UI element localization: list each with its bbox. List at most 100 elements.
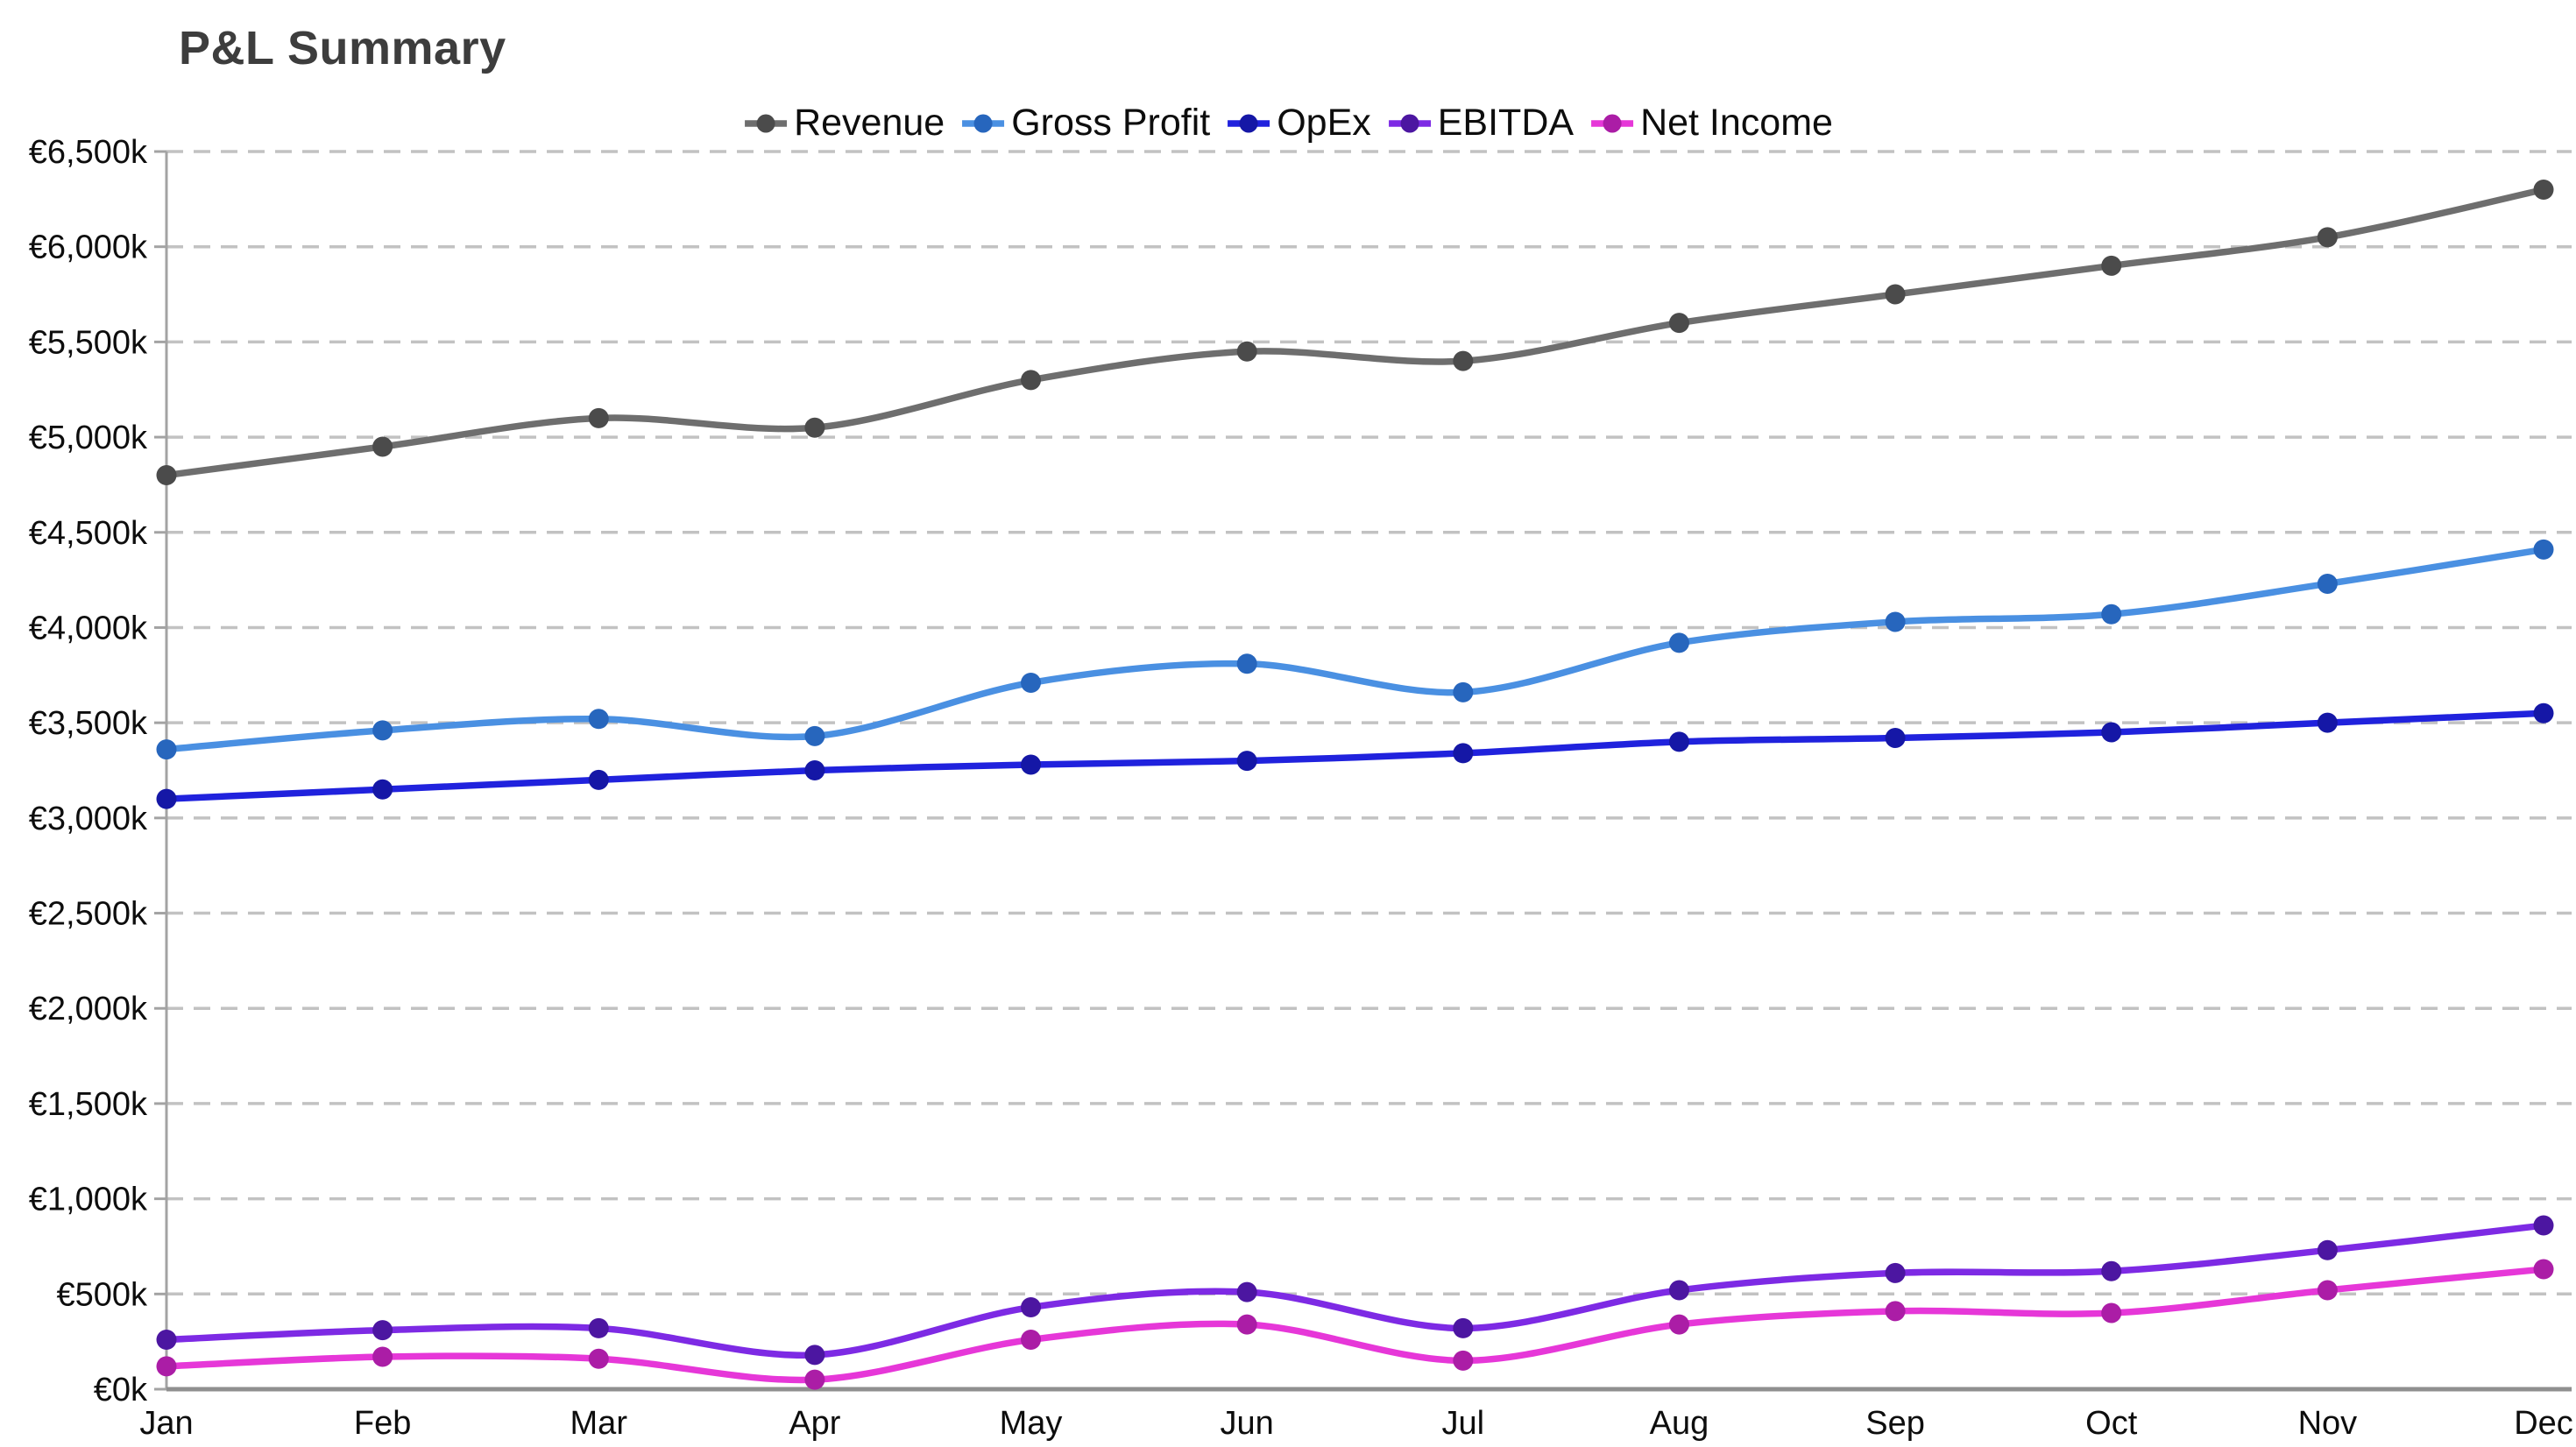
legend-marker-icon	[962, 114, 1005, 132]
data-point-net-income[interactable]	[804, 1369, 825, 1390]
data-point-net-income[interactable]	[1885, 1301, 1906, 1322]
legend-marker-icon	[745, 114, 788, 132]
y-tick-label: €3,500k	[29, 705, 148, 742]
data-point-gross-profit[interactable]	[2533, 539, 2554, 560]
legend-item-net-income[interactable]: Net Income	[1589, 102, 1833, 145]
data-point-gross-profit[interactable]	[588, 709, 609, 730]
data-point-ebitda[interactable]	[804, 1345, 825, 1366]
data-point-opex[interactable]	[804, 760, 825, 780]
x-tick-label: Mar	[570, 1405, 628, 1442]
legend-item-gross-profit[interactable]: Gross Profit	[960, 102, 1210, 145]
x-tick-label: Jan	[139, 1405, 193, 1442]
data-point-revenue[interactable]	[1021, 370, 1042, 391]
data-point-gross-profit[interactable]	[1453, 681, 1474, 702]
y-tick-label: €1,000k	[29, 1182, 148, 1218]
data-point-gross-profit[interactable]	[2101, 604, 2122, 625]
data-point-revenue[interactable]	[156, 465, 177, 486]
y-tick-label: €5,500k	[29, 324, 148, 361]
data-point-revenue[interactable]	[588, 407, 609, 428]
legend-label: OpEx	[1277, 102, 1371, 144]
data-point-ebitda[interactable]	[2101, 1260, 2122, 1281]
data-point-ebitda[interactable]	[1885, 1262, 1906, 1283]
legend-label: Net Income	[1640, 102, 1833, 144]
legend-marker-icon	[1591, 114, 1634, 132]
data-point-ebitda[interactable]	[372, 1320, 393, 1341]
data-point-opex[interactable]	[372, 779, 393, 800]
data-point-opex[interactable]	[2533, 702, 2554, 724]
data-point-revenue[interactable]	[372, 436, 393, 457]
legend-item-ebitda[interactable]: EBITDA	[1387, 102, 1574, 145]
x-tick-label: Sep	[1865, 1405, 1925, 1442]
y-tick-label: €4,500k	[29, 515, 148, 552]
data-point-gross-profit[interactable]	[372, 720, 393, 741]
data-point-ebitda[interactable]	[1021, 1297, 1042, 1318]
y-tick-label: €4,000k	[29, 610, 148, 646]
data-point-revenue[interactable]	[2101, 255, 2122, 276]
data-point-opex[interactable]	[1885, 728, 1906, 749]
data-point-net-income[interactable]	[1668, 1314, 1689, 1335]
data-point-net-income[interactable]	[156, 1356, 177, 1377]
data-point-gross-profit[interactable]	[1885, 611, 1906, 632]
x-tick-label: Dec	[2514, 1405, 2573, 1442]
data-point-net-income[interactable]	[2101, 1302, 2122, 1323]
x-tick-label: Oct	[2085, 1405, 2138, 1442]
data-point-ebitda[interactable]	[1236, 1281, 1257, 1302]
data-point-net-income[interactable]	[1453, 1350, 1474, 1371]
chart-title: P&L Summary	[179, 22, 506, 74]
data-point-net-income[interactable]	[2533, 1259, 2554, 1280]
y-tick-label: €3,000k	[29, 801, 148, 837]
data-point-ebitda[interactable]	[156, 1329, 177, 1350]
data-point-opex[interactable]	[1021, 754, 1042, 775]
data-point-opex[interactable]	[1668, 731, 1689, 752]
data-point-net-income[interactable]	[372, 1346, 393, 1367]
data-point-revenue[interactable]	[1668, 313, 1689, 334]
data-point-ebitda[interactable]	[2533, 1215, 2554, 1236]
legend-item-revenue[interactable]: Revenue	[743, 102, 945, 145]
data-point-opex[interactable]	[1236, 751, 1257, 772]
data-point-net-income[interactable]	[588, 1348, 609, 1369]
data-point-revenue[interactable]	[2317, 227, 2338, 248]
data-point-revenue[interactable]	[1453, 350, 1474, 371]
data-point-opex[interactable]	[156, 788, 177, 809]
y-tick-label: €6,000k	[29, 229, 148, 266]
data-point-opex[interactable]	[1453, 743, 1474, 764]
legend-marker-dot	[756, 114, 775, 132]
data-point-net-income[interactable]	[2317, 1280, 2338, 1301]
data-point-ebitda[interactable]	[2317, 1239, 2338, 1260]
legend-item-opex[interactable]: OpEx	[1226, 102, 1371, 145]
data-point-net-income[interactable]	[1021, 1329, 1042, 1350]
legend-marker-dot	[1239, 114, 1258, 132]
y-tick-label: €5,000k	[29, 420, 148, 456]
data-point-gross-profit[interactable]	[2317, 573, 2338, 594]
data-point-revenue[interactable]	[1236, 341, 1257, 362]
legend-marker-dot	[973, 114, 993, 132]
legend-marker-icon	[1228, 114, 1270, 132]
data-point-gross-profit[interactable]	[804, 725, 825, 746]
data-point-gross-profit[interactable]	[1021, 673, 1042, 694]
data-point-opex[interactable]	[2101, 722, 2122, 743]
legend-marker-dot	[1400, 114, 1419, 132]
data-point-revenue[interactable]	[804, 417, 825, 438]
data-point-net-income[interactable]	[1236, 1314, 1257, 1335]
data-point-ebitda[interactable]	[588, 1317, 609, 1338]
series-line-net-income	[163, 1266, 2547, 1384]
series-line-opex	[163, 709, 2547, 802]
data-point-gross-profit[interactable]	[1236, 653, 1257, 674]
series-line-ebitda	[163, 1222, 2547, 1359]
x-tick-label: Apr	[789, 1405, 840, 1442]
data-point-ebitda[interactable]	[1453, 1317, 1474, 1338]
data-point-gross-profit[interactable]	[1668, 632, 1689, 653]
data-point-gross-profit[interactable]	[156, 739, 177, 760]
series-line-revenue	[163, 186, 2547, 479]
series-line-gross-profit	[163, 546, 2547, 753]
chart-legend: Revenue Gross Profit OpEx EBITDA Net Income	[743, 102, 1833, 145]
data-point-revenue[interactable]	[2533, 179, 2554, 200]
x-tick-label: May	[1000, 1405, 1063, 1442]
data-point-opex[interactable]	[2317, 712, 2338, 733]
data-point-revenue[interactable]	[1885, 284, 1906, 305]
data-point-ebitda[interactable]	[1668, 1280, 1689, 1301]
data-point-opex[interactable]	[588, 769, 609, 790]
y-tick-label: €2,500k	[29, 896, 148, 933]
x-tick-label: Nov	[2298, 1405, 2358, 1442]
legend-label: EBITDA	[1437, 102, 1575, 144]
